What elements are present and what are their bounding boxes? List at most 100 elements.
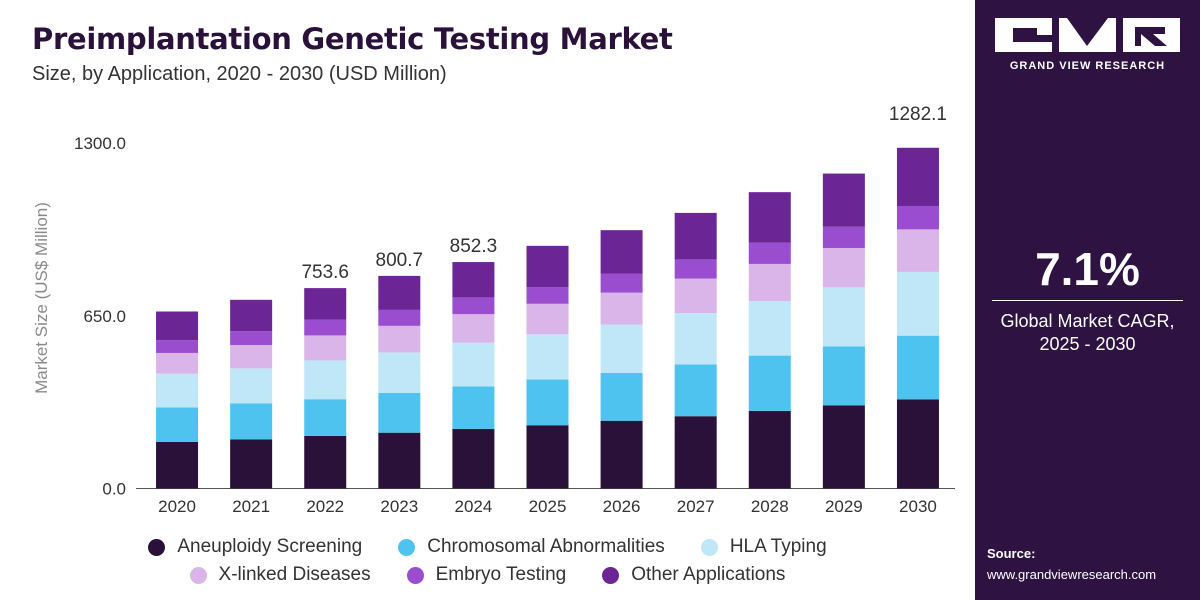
bar-segment: [452, 342, 495, 387]
source-link[interactable]: www.grandviewresearch.com: [987, 567, 1157, 582]
divider: [992, 300, 1183, 301]
source-label: Source:: [987, 546, 1036, 561]
bar-segment: [156, 373, 199, 408]
bar-segment: [674, 364, 717, 417]
data-label: 852.3: [450, 236, 498, 257]
legend-label: Aneuploidy Screening: [177, 536, 363, 557]
bar-segment: [452, 386, 495, 429]
stacked-bar-chart: Market Size (US$ Million) 0.0 650.0 1300.0…: [32, 104, 955, 516]
bar-stacks: [156, 147, 939, 489]
cagr-label: Global Market CAGR, 2025 - 2030: [975, 310, 1200, 356]
legend-swatch: [148, 538, 166, 556]
bar-segment: [156, 311, 199, 341]
bar-segment: [674, 416, 717, 489]
x-axis-ticks: 2020 2021 2022 2023 2024 2025 2026 2027 2028 2029…: [158, 497, 937, 516]
legend-swatch: [189, 566, 207, 584]
bar-segment: [896, 147, 939, 206]
bar-segment: [526, 334, 569, 380]
bar-segment: [600, 372, 643, 421]
bar-segment: [674, 212, 717, 260]
legend-swatch: [398, 538, 416, 556]
bar-segment: [526, 379, 569, 426]
x-tick-label: 2021: [232, 497, 270, 516]
x-tick-label: 2027: [677, 497, 715, 516]
bar-segment: [378, 325, 421, 353]
bar-segment: [526, 287, 569, 304]
bar-segment: [526, 303, 569, 335]
bar-segment: [230, 331, 273, 345]
page-subtitle: Size, by Application, 2020 - 2030 (USD M…: [32, 63, 447, 85]
bar-segment: [156, 407, 199, 442]
data-labels: 753.6 800.7 852.3 1282.1: [301, 104, 947, 283]
bar-segment: [304, 288, 347, 320]
bar-segment: [230, 439, 273, 489]
bar-segment: [896, 229, 939, 272]
bar-segment: [748, 355, 791, 411]
grand-view-research-logo: [995, 18, 1180, 52]
bar-segment: [452, 297, 495, 315]
bar-segment: [822, 173, 865, 227]
y-axis-title: Market Size (US$ Million): [32, 202, 51, 394]
legend-swatch: [700, 538, 718, 556]
legend-item: Other Applications: [602, 564, 785, 586]
bar-segment: [230, 299, 273, 332]
x-tick-label: 2020: [158, 497, 196, 516]
data-label: 1282.1: [889, 104, 947, 125]
x-tick-label: 2026: [603, 497, 641, 516]
data-label: 753.6: [301, 262, 349, 283]
cagr-label-line: 2025 - 2030: [1039, 334, 1136, 354]
legend-row: X-linked Diseases Embryo Testing Other App…: [0, 564, 975, 586]
bar-segment: [156, 352, 199, 374]
x-tick-label: 2023: [380, 497, 418, 516]
legend-item: Aneuploidy Screening: [148, 536, 362, 558]
bar-segment: [600, 292, 643, 325]
legend-swatch: [602, 566, 620, 584]
cagr-label-line: Global Market CAGR,: [1000, 311, 1175, 331]
bar-segment: [600, 324, 643, 373]
legend-label: Embryo Testing: [435, 564, 567, 585]
data-label: 800.7: [376, 250, 424, 271]
legend-label: X-linked Diseases: [218, 564, 371, 585]
bar-segment: [674, 259, 717, 279]
bar-segment: [526, 245, 569, 288]
bar-segment: [156, 441, 199, 489]
bar-segment: [452, 428, 495, 489]
bar-segment: [822, 287, 865, 347]
bar-segment: [230, 368, 273, 404]
bar-segment: [896, 399, 939, 489]
bar-segment: [378, 432, 421, 489]
legend-label: HLA Typing: [729, 536, 827, 557]
bar-segment: [304, 335, 347, 361]
bar-segment: [674, 313, 717, 365]
cagr-value: 7.1%: [1035, 243, 1140, 295]
bar-segment: [896, 205, 939, 230]
bar-segment: [526, 425, 569, 489]
bar-segment: [748, 192, 791, 243]
page-title: Preimplantation Genetic Testing Market: [32, 22, 673, 56]
bar-segment: [378, 309, 421, 326]
x-tick-label: 2029: [825, 497, 863, 516]
brand-name: GRAND VIEW RESEARCH: [1009, 60, 1166, 72]
bar-segment: [822, 226, 865, 248]
bar-segment: [822, 346, 865, 406]
legend-item: Embryo Testing: [406, 564, 567, 586]
bar-segment: [748, 263, 791, 302]
bar-segment: [822, 405, 865, 489]
legend-swatch: [406, 566, 424, 584]
x-tick-label: 2025: [529, 497, 567, 516]
legend-item: X-linked Diseases: [189, 564, 371, 586]
bar-segment: [378, 392, 421, 433]
bar-segment: [748, 242, 791, 264]
bar-segment: [378, 352, 421, 393]
x-tick-label: 2024: [454, 497, 492, 516]
legend-row: Aneuploidy Screening Chromosomal Abnormal…: [0, 536, 975, 558]
x-tick-label: 2022: [306, 497, 344, 516]
bar-segment: [674, 278, 717, 314]
legend-item: HLA Typing: [700, 536, 827, 558]
bar-segment: [600, 420, 643, 489]
bar-segment: [156, 340, 199, 353]
bar-segment: [748, 301, 791, 356]
x-tick-label: 2030: [899, 497, 937, 516]
legend-label: Chromosomal Abnormalities: [427, 536, 665, 557]
